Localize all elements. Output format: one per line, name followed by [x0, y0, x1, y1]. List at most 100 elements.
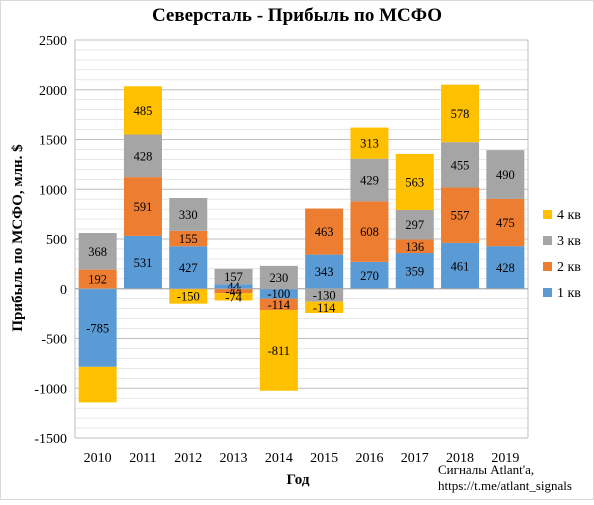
bar-segment [123, 134, 162, 178]
data-label: 230 [269, 271, 288, 285]
data-label: 330 [179, 208, 198, 222]
data-label: 475 [496, 216, 515, 230]
data-label: 461 [451, 259, 470, 273]
legend-label: 3 кв [557, 234, 581, 249]
legend-swatch [543, 210, 552, 219]
bar-segment [486, 150, 525, 199]
data-label: 591 [134, 200, 153, 214]
bar-segment [259, 288, 298, 299]
data-label: 557 [451, 209, 470, 223]
bar-segment [305, 254, 344, 289]
bar-segment [214, 284, 253, 289]
bar-segment [441, 187, 480, 243]
data-label: 428 [134, 149, 153, 163]
bar-segment [441, 242, 480, 289]
data-label: 155 [179, 232, 198, 246]
bar-segment [78, 288, 117, 367]
bar-segment [350, 261, 389, 289]
y-axis-title: Прибыль по МСФО, млн. $ [10, 144, 26, 332]
data-label: 490 [496, 168, 515, 182]
data-label: 428 [496, 261, 515, 275]
bar-segment [169, 230, 208, 247]
bar-segment [259, 310, 298, 391]
bar-segment [305, 208, 344, 255]
data-label: 455 [451, 158, 470, 172]
data-label: 578 [451, 107, 470, 121]
x-tick-label: 2018 [446, 451, 474, 466]
bar-segment [350, 158, 389, 202]
data-label: 485 [134, 104, 153, 118]
bar-segment [78, 366, 117, 403]
y-tick-label: 1500 [39, 134, 67, 149]
bar-segment [169, 198, 208, 231]
x-tick-label: 2019 [491, 451, 519, 466]
data-label: 368 [88, 245, 107, 259]
x-tick-label: 2011 [129, 451, 156, 466]
x-tick-label: 2014 [265, 451, 293, 466]
y-tick-label: 0 [60, 283, 67, 298]
bar-segment [169, 246, 208, 289]
watermark-line-1: Сигналы Atlant'a, [438, 462, 535, 477]
axes: -1500 -1000 -500 0 500 1000 1500 2000 2500 2010 20… [34, 34, 529, 466]
bar-segment [123, 86, 162, 135]
data-label: 427 [179, 261, 198, 275]
bar-segment [350, 127, 389, 159]
data-label: -74 [225, 290, 242, 304]
bar-segment [395, 153, 434, 210]
data-label: 608 [360, 225, 379, 239]
data-label: 313 [360, 137, 379, 151]
x-tick-label: 2017 [401, 451, 429, 466]
x-tick-label: 2012 [174, 451, 202, 466]
data-label: 343 [315, 265, 334, 279]
data-label: -114 [313, 301, 336, 315]
legend-label: 2 кв [557, 260, 581, 275]
data-label: 463 [315, 225, 334, 239]
watermark-line-2: https://t.me/atlant_signals [438, 478, 572, 493]
y-tick-label: -500 [41, 333, 67, 348]
data-label: -785 [86, 321, 109, 335]
data-label: 192 [88, 273, 107, 287]
bar-segment [305, 301, 344, 314]
y-tick-label: 2500 [39, 34, 67, 49]
data-label: 297 [405, 218, 424, 232]
bar-segment [169, 288, 208, 304]
bar-segment [441, 142, 480, 188]
data-label: 136 [405, 240, 424, 254]
bar-segment [486, 198, 525, 247]
bar-segment [78, 233, 117, 270]
bar-segment [214, 288, 253, 294]
legend-label: 1 кв [557, 286, 581, 301]
data-label: -130 [313, 289, 336, 303]
bar-segment [123, 177, 162, 236]
x-axis-title: Год [287, 472, 310, 488]
bar-segment [214, 268, 253, 285]
y-tick-label: 2000 [39, 84, 67, 99]
bar-segment [305, 288, 344, 302]
bar-segment [259, 265, 298, 289]
data-label: -114 [268, 298, 291, 312]
data-label: -811 [268, 344, 290, 358]
bar-segment [395, 253, 434, 289]
bar-segment [123, 235, 162, 289]
data-label: 563 [405, 175, 424, 189]
legend-swatch [543, 236, 552, 245]
y-tick-label: 1000 [39, 183, 67, 198]
data-label: -150 [177, 290, 200, 304]
bar-segment [214, 293, 253, 301]
legend: 4 кв 3 кв 2 кв 1 кв [543, 208, 581, 301]
data-label: 270 [360, 269, 379, 283]
data-label: 429 [360, 174, 379, 188]
y-tick-label: -1500 [34, 432, 67, 447]
bar-segment [441, 84, 480, 143]
data-label: 44 [227, 280, 240, 294]
bar-segment [395, 209, 434, 240]
bar-segment [486, 246, 525, 289]
bar-segment [350, 201, 389, 262]
data-label: 531 [134, 256, 153, 270]
data-labels: -785 192 368 531 591 428 485 427 155 330 -150 44-44… [86, 104, 515, 358]
y-tick-label: 500 [46, 233, 67, 248]
data-label: 157 [224, 270, 243, 284]
x-tick-label: 2016 [355, 451, 383, 466]
